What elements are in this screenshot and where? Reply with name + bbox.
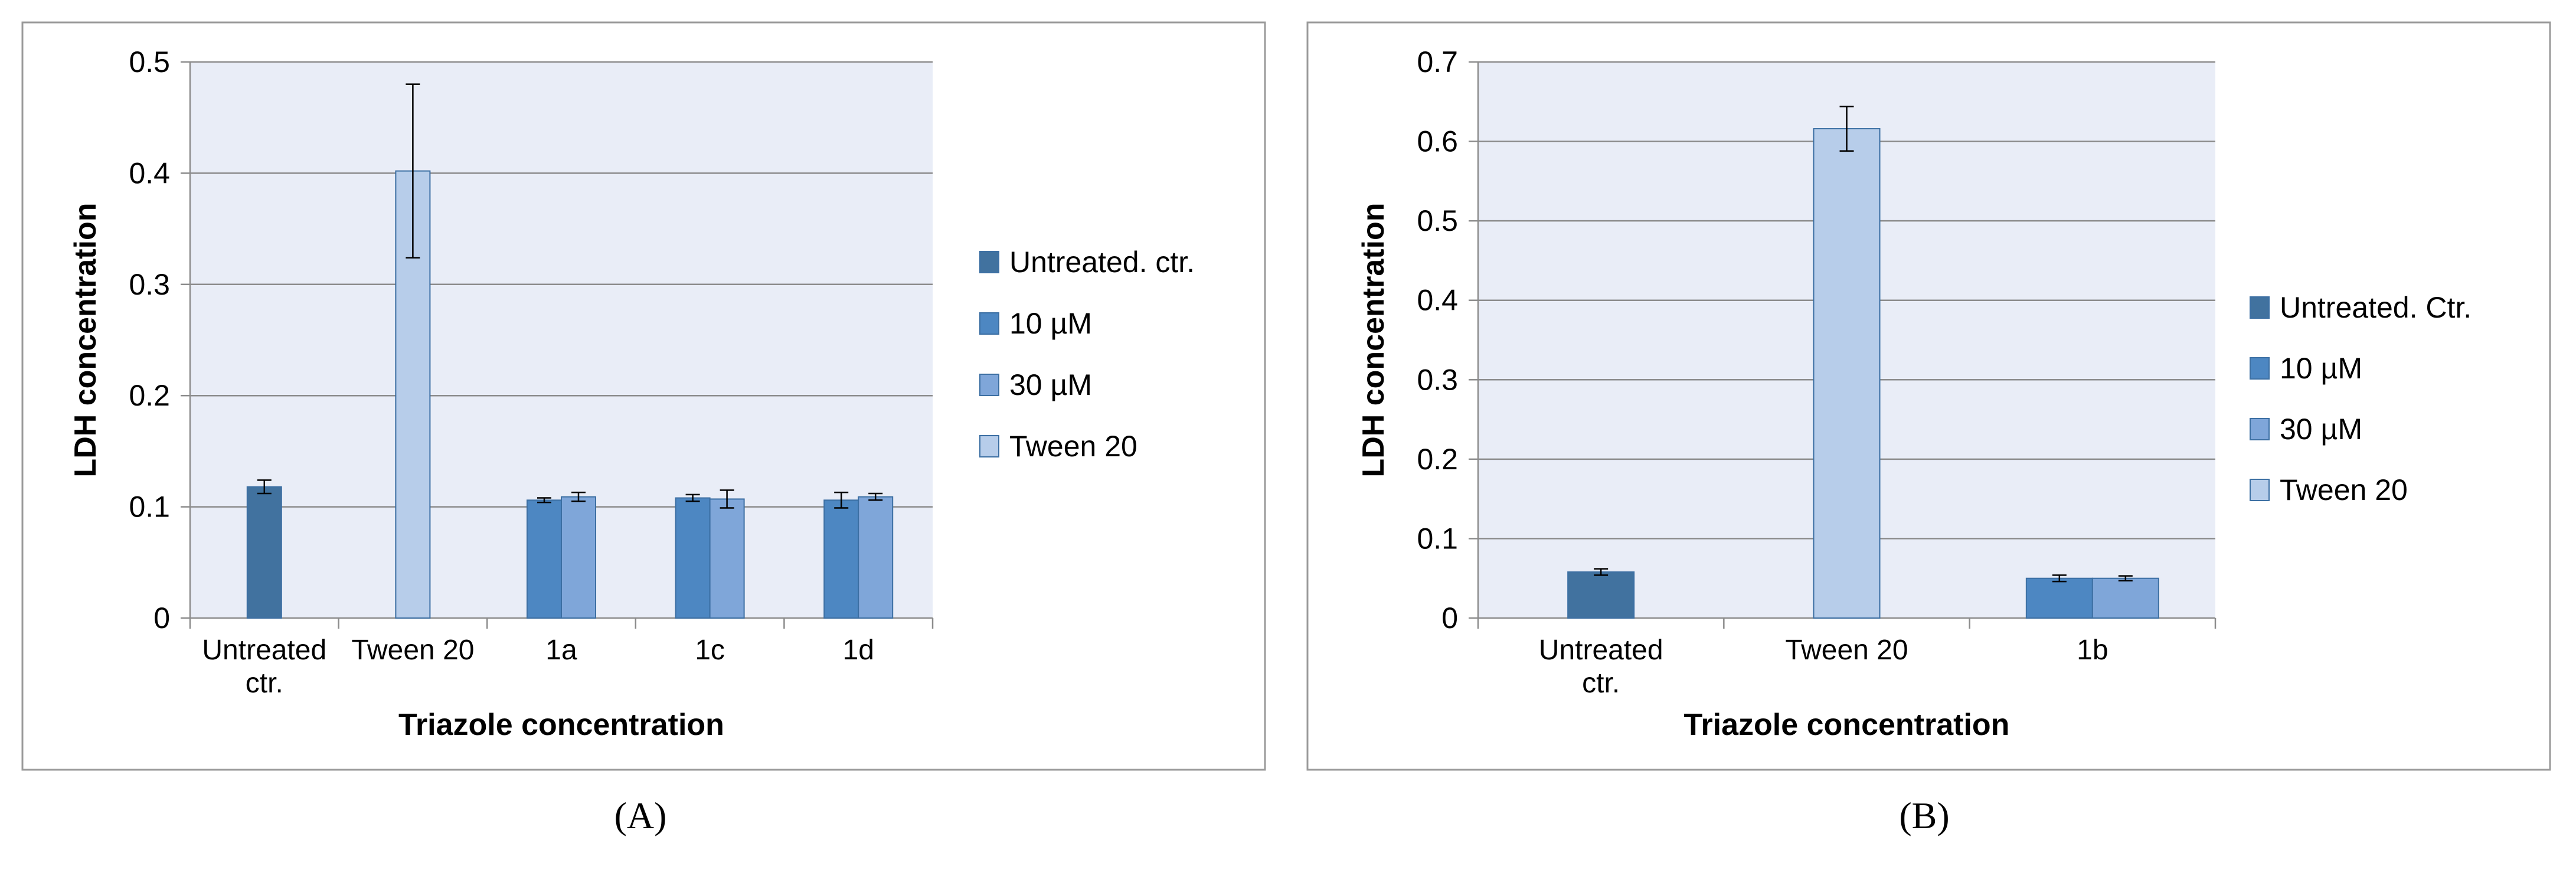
bar — [675, 497, 711, 619]
bar — [858, 496, 894, 619]
y-tick-label: 0.7 — [1417, 45, 1458, 79]
y-tick-label: 0.1 — [1417, 522, 1458, 555]
x-axis-label: Triazole concentration — [398, 708, 724, 742]
bar — [527, 499, 562, 619]
x-tick-label: Tween 20 — [351, 635, 474, 666]
x-tick-label: 1c — [695, 635, 725, 666]
x-tick-label: 1a — [545, 635, 577, 666]
legend-label: 30 µM — [1009, 368, 1092, 401]
panel-label-a: (A) — [614, 795, 667, 836]
legend-swatch — [2250, 479, 2270, 501]
legend-swatch — [979, 435, 999, 457]
x-axis-label: Triazole concentration — [1684, 708, 2010, 742]
legend-swatch — [2250, 418, 2270, 440]
y-axis-label: LDH concentration — [68, 202, 103, 477]
panel-label-b: (B) — [1899, 795, 1950, 836]
y-tick-label: 0.2 — [1417, 443, 1458, 476]
y-tick-label: 0.6 — [1417, 125, 1458, 158]
legend-swatch — [979, 374, 999, 396]
x-tick-label: 1d — [843, 635, 874, 666]
bar — [561, 496, 596, 619]
x-tick-label: ctr. — [1582, 668, 1620, 699]
y-tick-label: 0.4 — [129, 156, 170, 189]
legend-swatch — [979, 312, 999, 335]
x-tick-label: Tween 20 — [1785, 635, 1908, 666]
bar — [1813, 128, 1881, 619]
y-axis-label: LDH concentration — [1356, 202, 1391, 477]
legend-label: Untreated. ctr. — [1009, 246, 1195, 279]
y-tick-label: 0.5 — [129, 45, 170, 79]
legend-swatch — [2250, 357, 2270, 380]
y-tick-label: 0 — [1441, 602, 1458, 635]
bar — [709, 498, 745, 619]
y-tick-label: 0.4 — [1417, 284, 1458, 317]
legend-label: 10 µM — [1009, 307, 1092, 340]
bar — [823, 499, 859, 619]
bar — [1567, 571, 1635, 619]
x-tick-label: ctr. — [246, 668, 283, 699]
y-tick-label: 0.1 — [129, 491, 170, 524]
legend-label: 30 µM — [2280, 413, 2362, 446]
bar — [246, 486, 282, 619]
legend-label: Tween 20 — [1009, 430, 1137, 463]
y-tick-label: 0.3 — [1417, 363, 1458, 396]
legend-swatch — [2250, 296, 2270, 319]
x-tick-label: 1b — [2077, 635, 2108, 666]
y-tick-label: 0.2 — [129, 379, 170, 412]
legend-label: 10 µM — [2280, 352, 2362, 385]
bar — [2025, 577, 2093, 619]
legend-swatch — [979, 251, 999, 273]
y-tick-label: 0.3 — [129, 268, 170, 301]
x-tick-label: Untreated — [202, 635, 326, 666]
legend-label: Untreated. Ctr. — [2280, 291, 2472, 324]
x-tick-label: Untreated — [1539, 635, 1663, 666]
y-tick-label: 0 — [153, 602, 170, 635]
bar — [2091, 577, 2159, 619]
chart-panel-a: 0 0.1 0.2 0.3 0.4 0.5 Untreated ctr. Tween 20 1a 1… — [21, 21, 1266, 836]
chart-panel-b: 0 0.1 0.2 0.3 0.4 0.5 0.6 0.7 Untreated ctr. Tween… — [1288, 0, 2576, 876]
y-tick-label: 0.5 — [1417, 204, 1458, 237]
legend-label: Tween 20 — [2280, 473, 2408, 506]
